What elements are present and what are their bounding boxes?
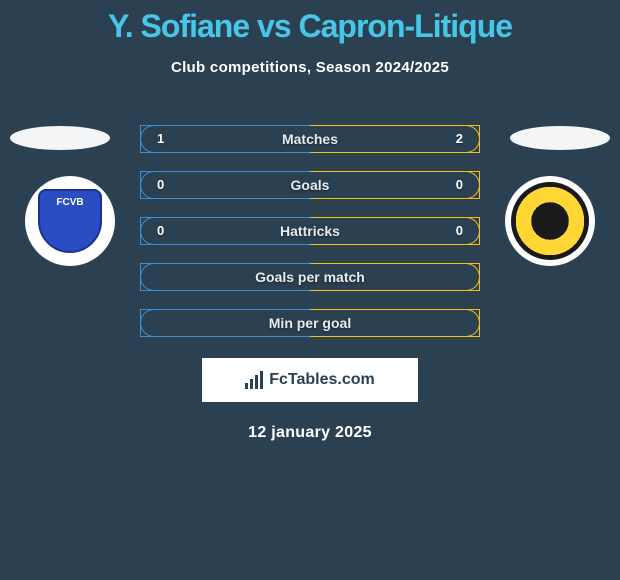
stat-value-right: 2 bbox=[440, 126, 479, 152]
page-title: Y. Sofiane vs Capron-Litique bbox=[0, 0, 620, 45]
stat-value-left: 1 bbox=[141, 126, 180, 152]
watermark: FcTables.com bbox=[202, 358, 418, 402]
stat-label: Matches bbox=[141, 126, 479, 152]
stat-row: Goals per match bbox=[140, 263, 480, 291]
stat-row: Hattricks0 0 bbox=[140, 217, 480, 245]
stat-value-right: 0 bbox=[440, 172, 479, 198]
stat-value-right: 0 bbox=[440, 218, 479, 244]
player-left-halo bbox=[10, 126, 110, 150]
stat-label: Goals per match bbox=[141, 264, 479, 290]
date: 12 january 2025 bbox=[0, 424, 620, 442]
stat-label: Goals bbox=[141, 172, 479, 198]
stat-row: Min per goal bbox=[140, 309, 480, 337]
subtitle: Club competitions, Season 2024/2025 bbox=[0, 59, 620, 76]
club-crest-left bbox=[25, 176, 115, 266]
stat-value-left: 0 bbox=[141, 172, 180, 198]
stat-row: Goals0 0 bbox=[140, 171, 480, 199]
stat-row: Matches1 2 bbox=[140, 125, 480, 153]
club-crest-left-badge bbox=[38, 189, 102, 253]
club-crest-right-badge bbox=[511, 182, 589, 260]
stats-rows: Matches12Goals00Hattricks00Goals per mat… bbox=[140, 125, 480, 355]
watermark-text: FcTables.com bbox=[269, 371, 375, 389]
stat-label: Min per goal bbox=[141, 310, 479, 336]
club-crest-right bbox=[505, 176, 595, 266]
player-right-halo bbox=[510, 126, 610, 150]
stat-value-left: 0 bbox=[141, 218, 180, 244]
stat-label: Hattricks bbox=[141, 218, 479, 244]
bars-icon bbox=[245, 371, 263, 389]
